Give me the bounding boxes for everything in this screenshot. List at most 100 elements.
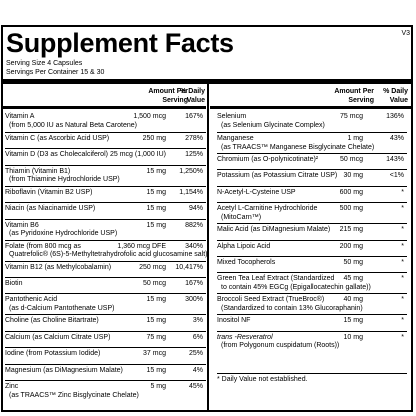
nutrient-name: Vitamin C (as Ascorbic Acid USP) xyxy=(5,135,109,144)
nutrient-daily-value: 10,417% xyxy=(175,263,203,271)
nutrient-row: Alpha Lipoic Acid 200 mg * xyxy=(217,239,407,256)
nutrient-amount: 1,360 mcg DFE xyxy=(117,242,166,250)
version-label: V3 xyxy=(401,30,410,37)
nutrient-name: Selenium (as Selenium Glycinate Complex) xyxy=(217,113,325,130)
nutrient-daily-value: 94% xyxy=(188,205,203,213)
nutrient-name: Vitamin B12 (as Methylcobalamin) xyxy=(5,264,111,273)
right-dv-header: % Daily Value xyxy=(383,88,408,104)
nutrient-name-text: Folate (from 800 mcg as xyxy=(5,242,81,250)
nutrient-daily-value: 278% xyxy=(185,135,203,142)
nutrient-amount: 10 mg xyxy=(343,333,363,341)
supplement-facts-panel xyxy=(1,25,413,412)
nutrient-name-text: Manganese xyxy=(217,135,254,142)
nutrient-name: Zinc (as TRAACS™ Zinc Bisglycinate Chelat… xyxy=(5,383,139,400)
nutrient-daily-value: 340% xyxy=(185,242,203,250)
nutrient-name-text: Inositol NF xyxy=(217,317,251,325)
nutrient-daily-value: 125% xyxy=(185,151,203,159)
nutrient-source: (as Selenium Glycinate Complex) xyxy=(221,121,325,129)
nutrient-name: Thiamin (Vitamin B1) (from Thiamine Hydro… xyxy=(5,168,120,185)
nutrient-name-text: trans -Resveratrol xyxy=(217,333,273,341)
nutrient-name-text: Potassium (as Potassium Citrate USP) xyxy=(217,172,338,180)
nutrient-name: Potassium (as Potassium Citrate USP) xyxy=(217,172,337,181)
nutrient-daily-value: * xyxy=(401,317,404,325)
nutrient-daily-value: * xyxy=(401,333,404,341)
nutrient-name-text: Thiamin (Vitamin B1) xyxy=(5,167,71,175)
nutrient-daily-value: 25% xyxy=(188,350,203,358)
nutrient-daily-value: * xyxy=(401,205,404,213)
nutrient-row: Selenium (as Selenium Glycinate Complex) 7… xyxy=(217,111,407,132)
nutrient-amount: 40 mg xyxy=(343,296,363,304)
nutrient-daily-value: 4% xyxy=(192,366,203,374)
nutrient-row: Acetyl L-Carnitine Hydrochloride (MitoCar… xyxy=(217,202,407,223)
nutrient-amount: 15 mg xyxy=(146,366,166,374)
nutrient-name-text: N-Acetyl-L-Cysteine USP xyxy=(217,188,296,196)
nutrient-name-text: Calcium (as Calcium Citrate USP) xyxy=(5,333,111,341)
nutrient-name-text: Green Tea Leaf Extract (Standardized xyxy=(217,275,335,283)
nutrient-row: Riboflavin (Vitamin B2 USP) 15 mg 1,154% xyxy=(5,185,206,202)
nutrient-amount: 45 mg xyxy=(343,275,363,283)
nutrient-source: (from Thiamine Hydrochloride USP) xyxy=(9,176,120,184)
nutrient-name-text: Choline (as Choline Bitartrate) xyxy=(5,317,99,325)
nutrient-name-text: Biotin xyxy=(5,280,23,287)
nutrient-row: Vitamin A (from 5,000 IU as Natural Beta … xyxy=(5,111,206,132)
nutrient-name: Pantothenic Acid (as d-Calcium Pantothena… xyxy=(5,296,114,313)
nutrient-row: Potassium (as Potassium Citrate USP) 30 m… xyxy=(217,169,407,185)
nutrient-name-text: Broccoli Seed Extract (TrueBroc®) xyxy=(217,296,325,304)
nutrient-row: N-Acetyl-L-Cysteine USP 600 mg * xyxy=(217,185,407,202)
nutrient-name: Inositol NF xyxy=(217,317,250,326)
nutrient-amount: 500 mg xyxy=(339,205,363,213)
nutrient-amount: 15 mg xyxy=(146,205,166,213)
serving-size: Serving Size 4 Capsules xyxy=(6,60,83,67)
nutrient-amount: 50 mcg xyxy=(143,280,166,287)
nutrient-daily-value: 300% xyxy=(185,296,203,304)
nutrient-name: Green Tea Leaf Extract (Standardized to c… xyxy=(217,275,371,292)
nutrient-name-text: Magnesium (as DiMagnesium Malate) xyxy=(5,366,123,374)
nutrient-amount: 15 mg xyxy=(146,221,166,229)
nutrient-name: trans -Resveratrol (from Polygonum cuspid… xyxy=(217,334,339,351)
nutrient-amount: 75 mg xyxy=(146,333,166,341)
nutrient-row: Biotin 50 mcg 167% xyxy=(5,277,206,293)
nutrient-daily-value: * xyxy=(401,242,404,250)
nutrient-daily-value: 136% xyxy=(386,113,404,120)
nutrient-amount: 15 mg xyxy=(146,167,166,175)
nutrient-amount: 50 mcg xyxy=(340,156,363,163)
nutrient-name: Choline (as Choline Bitartrate) xyxy=(5,317,99,326)
nutrient-name-text: Zinc xyxy=(5,383,19,390)
nutrient-name: Iodine (from Potassium Iodide) xyxy=(5,350,100,359)
nutrient-name: Mixed Tocopherols xyxy=(217,259,275,268)
nutrient-daily-value: 6% xyxy=(192,333,203,341)
nutrient-amount: 15 mg xyxy=(146,188,166,196)
nutrient-row: Magnesium (as DiMagnesium Malate) 15 mg 4% xyxy=(5,363,206,380)
nutrient-row: Choline (as Choline Bitartrate) 15 mg 3% xyxy=(5,314,206,330)
nutrient-name-text: Selenium xyxy=(217,113,247,120)
nutrient-daily-value: 1,250% xyxy=(179,167,203,175)
nutrient-daily-value: * xyxy=(401,226,404,234)
nutrient-daily-value: 43% xyxy=(389,135,404,142)
nutrient-amount: 250 mg xyxy=(142,135,166,142)
nutrient-name: N-Acetyl-L-Cysteine USP xyxy=(217,189,296,198)
nutrient-name-text: Vitamin D (D3 as Cholecalciferol) xyxy=(5,151,108,159)
nutrient-daily-value: * xyxy=(401,296,404,304)
nutrient-amount: 75 mcg xyxy=(340,113,363,120)
nutrient-amount: 1 mg xyxy=(347,135,363,142)
nutrient-source: to contain 45% EGCg (Epigallocatechin ga… xyxy=(221,283,371,291)
nutrient-name: Folate (from 800 mcg as Quatrefolic® (6S)… xyxy=(5,243,208,260)
nutrient-daily-value: 167% xyxy=(185,113,203,120)
nutrient-row: Broccoli Seed Extract (TrueBroc®) (Standa… xyxy=(217,293,407,314)
nutrient-name-text: Malic Acid (as DiMagnesium Malate) xyxy=(217,226,331,234)
nutrient-name-text: Riboflavin (Vitamin B2 USP) xyxy=(5,188,93,196)
panel-title: Supplement Facts xyxy=(6,28,234,58)
column-divider xyxy=(207,83,209,410)
nutrient-row: Green Tea Leaf Extract (Standardized to c… xyxy=(217,272,407,293)
nutrient-row: Zinc (as TRAACS™ Zinc Bisglycinate Chelat… xyxy=(5,380,206,401)
nutrient-name: Biotin xyxy=(5,280,23,289)
nutrient-name-text: Vitamin B6 xyxy=(5,221,39,229)
nutrient-name: Broccoli Seed Extract (TrueBroc®) (Standa… xyxy=(217,296,363,313)
nutrient-name: Vitamin D (D3 as Cholecalciferol) xyxy=(5,151,108,160)
nutrient-name-text: Iodine (from Potassium Iodide) xyxy=(5,350,101,358)
nutrient-daily-value: * xyxy=(401,188,404,196)
nutrient-row: Iodine (from Potassium Iodide) 37 mcg 25% xyxy=(5,347,206,363)
left-amount-header: Amount Per Serving xyxy=(148,88,188,104)
nutrient-name: Alpha Lipoic Acid xyxy=(217,243,270,252)
nutrient-source: (as Pyridoxine Hydrochloride USP) xyxy=(9,230,118,238)
